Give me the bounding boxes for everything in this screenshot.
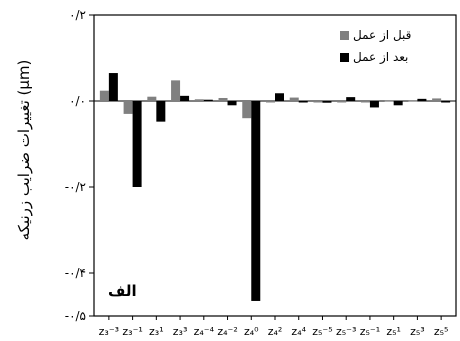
y-tick-label: ۰/۲ [69,8,86,22]
x-tick-label: z₃³ [173,325,188,338]
x-tick-label: z₅⁻¹ [360,325,380,338]
bar-after [180,95,190,101]
bar-after [227,101,237,106]
bar-before [242,101,252,119]
bar-after [275,93,284,101]
x-tick-label: z₅¹ [386,325,401,338]
bar-before [360,101,370,103]
x-tick-label: z₄⁻⁴ [194,325,215,338]
x-tick-label: z₄⁻² [217,325,237,338]
x-tick-label: z₃¹ [149,325,164,338]
bar-after [346,97,356,101]
bar-before [384,100,394,102]
y-tick-label: -۰/۴ [65,266,86,280]
bar-before [337,101,347,103]
x-tick-label: z₄² [268,325,283,338]
bar-after [441,101,451,103]
y-tick-label: -۰/۵ [65,309,86,323]
bar-after [298,101,308,103]
bar-after [251,101,261,301]
panel-label: الف [108,282,137,300]
bar-before [99,90,109,101]
bar-before [123,101,133,114]
bar-after [369,101,379,108]
bar-after [417,98,427,101]
bar-after [322,101,332,103]
bar-before [171,80,181,101]
legend-item-after: بعد از عمل [340,46,411,68]
bar-before [313,101,323,103]
legend-swatch-before [340,30,349,40]
x-tick-label: z₅³ [410,325,425,338]
legend-item-before: قبل از عمل [340,24,411,46]
bar-after [108,73,118,101]
bar-after [156,101,166,122]
bar-before [218,97,228,101]
bar-after [132,101,142,187]
y-tick-label: ۰/۰ [69,94,86,108]
bar-before [147,96,157,101]
bar-before [194,99,204,101]
legend-label-before: قبل از عمل [353,28,412,42]
y-axis-label: تغییرات ضرایب زرنیکه (μm) [15,59,33,241]
legend-label-after: بعد از عمل [353,50,409,64]
x-tick-label: z₄⁰ [244,325,259,338]
y-tick-label: -۰/۲ [65,180,86,194]
bar-before [408,100,418,102]
bar-before [266,101,275,103]
x-tick-label: z₃⁻³ [99,325,119,338]
x-tick-label: z₅⁻³ [336,325,356,338]
bar-before [289,97,299,101]
legend: قبل از عمل بعد از عمل [340,24,411,68]
x-tick-label: z₄⁴ [291,325,306,338]
x-tick-label: z₅⁵ [434,325,449,338]
x-tick-label: z₅⁻⁵ [312,325,332,338]
legend-swatch-after [340,52,349,62]
bar-after [393,101,403,106]
x-tick-label: z₃⁻¹ [122,325,142,338]
bar-before [432,98,442,101]
bar-after [203,99,213,102]
